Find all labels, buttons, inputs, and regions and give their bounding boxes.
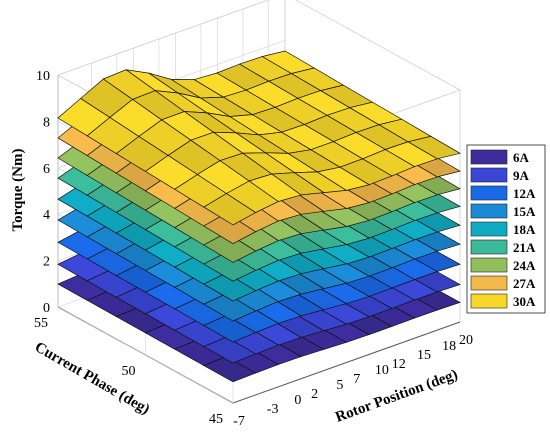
z-tick-label: 0	[43, 301, 50, 316]
x-tick-label: 12	[392, 357, 406, 372]
x-tick-label: 20	[459, 333, 473, 348]
x-tick-label: -3	[267, 402, 279, 417]
x-tick-label: 7	[353, 372, 360, 387]
legend: 6A 9A 12A 15A 18A 21A 24A 27A 30A	[466, 144, 546, 314]
legend-label: 12A	[513, 186, 536, 201]
legend-swatch	[470, 239, 508, 255]
legend-swatch	[470, 149, 508, 165]
y-tick-label: 55	[34, 316, 48, 331]
x-tick-label: 0	[294, 393, 301, 408]
x-tick-label: -7	[233, 414, 245, 429]
legend-swatch	[470, 221, 508, 237]
legend-label: 27A	[513, 276, 536, 291]
legend-swatch	[470, 293, 508, 309]
legend-label: 30A	[513, 294, 536, 309]
legend-label: 15A	[513, 204, 536, 219]
z-tick-label: 2	[43, 255, 50, 270]
z-tick-label: 6	[43, 162, 50, 177]
x-axis-ticks: -7 -3 0 2 5 7 10 12 15 18 20	[233, 333, 473, 429]
x-tick-label: 15	[417, 348, 431, 363]
z-axis-label: Torque (Nm)	[10, 149, 26, 232]
surfaces	[57, 50, 461, 383]
x-tick-label: 18	[442, 339, 456, 354]
legend-label: 21A	[513, 240, 536, 255]
surface-30A	[57, 50, 461, 226]
x-tick-label: 5	[336, 378, 343, 393]
legend-label: 9A	[513, 168, 530, 183]
legend-swatch	[470, 185, 508, 201]
y-axis-ticks: 45 50 55	[34, 316, 223, 427]
z-axis-ticks: 0 2 4 6 8 10	[36, 69, 50, 316]
axis-edge	[295, 0, 461, 91]
x-tick-label: 2	[311, 387, 318, 402]
legend-swatch	[470, 257, 508, 273]
legend-label: 6A	[513, 150, 530, 165]
legend-swatch	[470, 275, 508, 291]
x-tick-label: 10	[375, 363, 389, 378]
x-axis-line	[232, 321, 461, 404]
z-tick-label: 4	[43, 208, 50, 223]
legend-swatch	[470, 203, 508, 219]
y-tick-label: 50	[122, 364, 136, 379]
legend-label: 24A	[513, 258, 536, 273]
z-tick-label: 8	[43, 115, 50, 130]
y-tick-label: 45	[209, 412, 223, 427]
legend-label: 18A	[513, 222, 536, 237]
legend-swatch	[470, 167, 508, 183]
z-tick-label: 10	[36, 69, 50, 84]
z-gridline	[57, 0, 270, 76]
surface-patch	[407, 135, 461, 160]
